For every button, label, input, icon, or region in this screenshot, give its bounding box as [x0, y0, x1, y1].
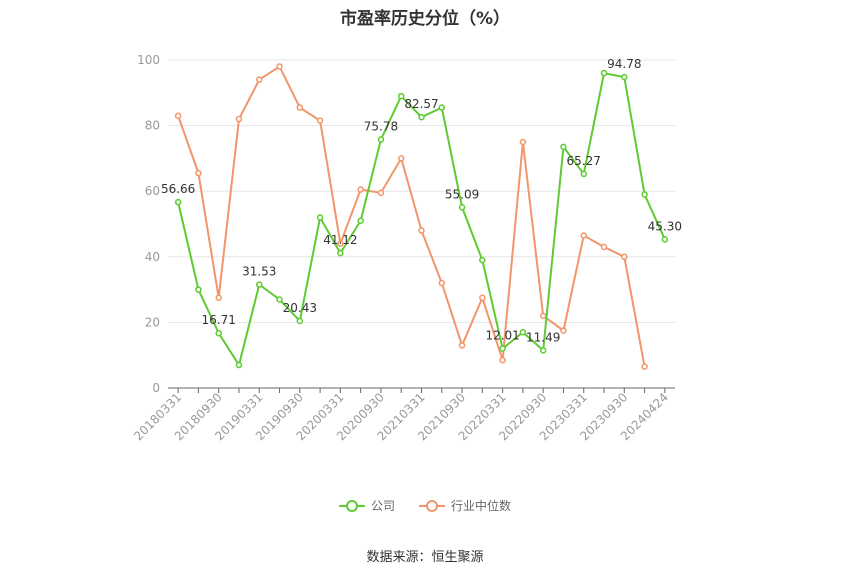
- data-point-company: [438, 104, 446, 111]
- data-point-company: [256, 281, 263, 288]
- data-point-company: [276, 296, 283, 303]
- series-line-industry-median: [177, 65, 646, 367]
- grid-lines: [168, 59, 675, 323]
- data-label: 55.09: [445, 187, 479, 201]
- y-tick-label: 100: [137, 53, 160, 67]
- data-point-company: [174, 198, 182, 206]
- data-point-company: [296, 317, 304, 325]
- data-point-industry-median: [377, 189, 385, 197]
- axes: 0204060801002018033120180930201903312019…: [131, 53, 675, 443]
- legend-marker-industry-median: [419, 499, 445, 512]
- data-point-company: [458, 204, 466, 211]
- data-label: 75.78: [364, 119, 398, 133]
- data-point-industry-median: [438, 279, 446, 287]
- data-point-company: [397, 92, 405, 100]
- data-label: 20.43: [283, 301, 317, 315]
- data-point-company: [377, 136, 385, 143]
- data-point-company: [418, 113, 425, 121]
- data-point-industry-median: [256, 76, 263, 83]
- data-point-industry-median: [397, 155, 405, 162]
- data-label: 45.30: [648, 219, 682, 233]
- data-point-industry-median: [560, 327, 567, 334]
- data-point-industry-median: [357, 186, 364, 193]
- data-point-industry-median: [539, 312, 547, 320]
- data-point-company: [621, 73, 628, 81]
- data-label: 82.57: [404, 97, 438, 111]
- data-point-industry-median: [621, 253, 628, 261]
- data-point-company: [661, 236, 669, 243]
- series-lines: [174, 63, 669, 370]
- legend: 公司 行业中位数: [0, 497, 850, 514]
- data-point-company: [215, 329, 222, 337]
- data-label: 31.53: [242, 265, 276, 279]
- data-point-industry-median: [600, 243, 608, 251]
- data-point-industry-median: [458, 342, 466, 349]
- data-labels: 56.66 16.71 31.53 20.43 41.12 75.78 82.57 55.09…: [161, 57, 682, 344]
- data-point-industry-median: [215, 294, 222, 302]
- data-point-industry-median: [479, 294, 486, 302]
- legend-label-industry-median: 行业中位数: [451, 499, 512, 513]
- data-label: 94.78: [607, 57, 641, 71]
- legend-item-industry-median[interactable]: 行业中位数: [419, 497, 511, 514]
- data-point-industry-median: [337, 240, 344, 247]
- data-point-company: [580, 170, 587, 178]
- data-point-company: [357, 217, 364, 224]
- data-point-company: [539, 347, 547, 354]
- data-point-company: [235, 361, 243, 369]
- y-tick-label: 0: [152, 381, 160, 395]
- data-label: 16.71: [202, 313, 236, 327]
- y-tick-label: 80: [145, 119, 160, 133]
- y-tick-label: 60: [145, 184, 160, 198]
- data-point-company: [600, 69, 608, 77]
- data-point-company: [560, 143, 567, 151]
- data-point-company: [479, 256, 486, 264]
- data-point-company: [519, 328, 527, 336]
- data-point-industry-median: [641, 363, 648, 370]
- data-point-industry-median: [580, 232, 587, 239]
- data-label: 12.01: [485, 329, 519, 343]
- data-label: 11.49: [526, 330, 560, 344]
- y-tick-label: 20: [145, 315, 160, 329]
- data-point-industry-median: [499, 356, 506, 364]
- data-point-industry-median: [276, 63, 283, 70]
- legend-item-company[interactable]: 公司: [338, 497, 395, 514]
- data-point-industry-median: [316, 117, 324, 124]
- data-point-industry-median: [519, 138, 527, 146]
- data-source: 数据来源：恒生聚源: [366, 550, 484, 565]
- y-tick-label: 40: [145, 250, 160, 264]
- data-point-industry-median: [195, 169, 202, 177]
- data-point-company: [499, 345, 506, 352]
- data-point-industry-median: [296, 104, 304, 111]
- data-label: 65.27: [567, 154, 601, 168]
- data-label: 41.12: [323, 233, 357, 247]
- data-point-company: [337, 249, 344, 257]
- data-point-industry-median: [174, 112, 182, 120]
- data-point-company: [316, 214, 324, 221]
- data-point-company: [195, 286, 202, 293]
- legend-label-company: 公司: [370, 499, 395, 513]
- data-point-company: [641, 191, 648, 198]
- legend-marker-company: [338, 499, 365, 512]
- chart-title: 市盈率历史分位（%）: [339, 9, 511, 29]
- data-label: 56.66: [161, 182, 195, 196]
- data-point-industry-median: [235, 115, 243, 123]
- data-point-industry-median: [418, 227, 425, 234]
